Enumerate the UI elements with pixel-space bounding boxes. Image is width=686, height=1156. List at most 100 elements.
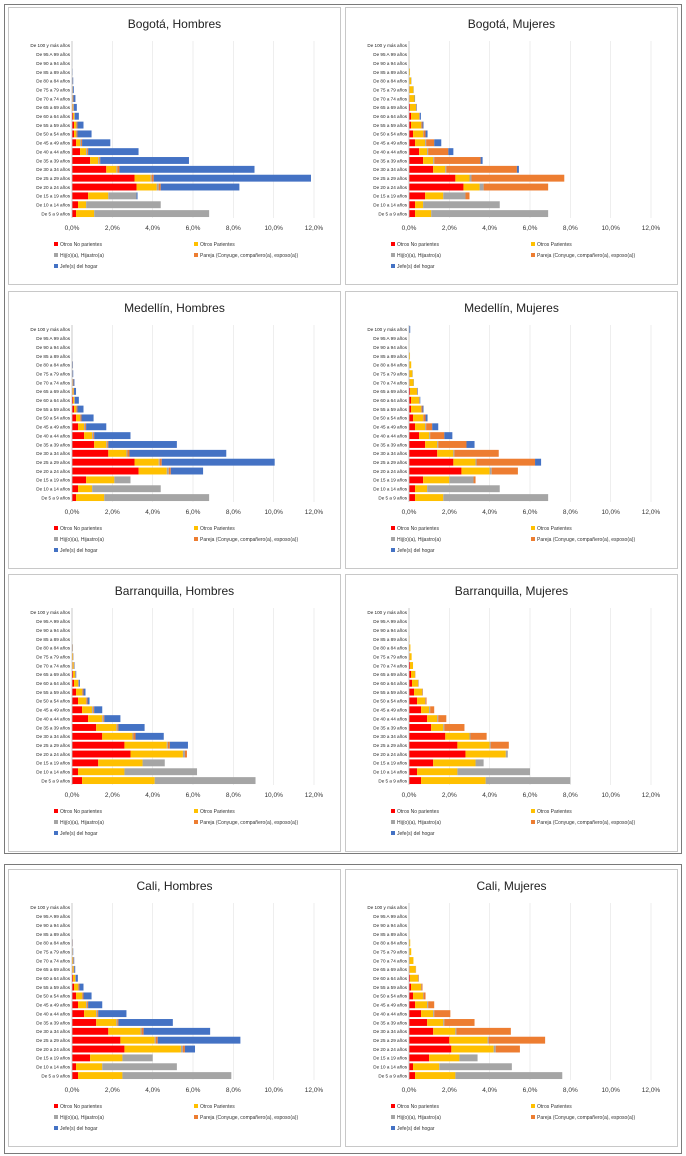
bar-segment (78, 485, 93, 493)
bar-segment (433, 1027, 456, 1035)
category-label: De 25 a 29 años (36, 743, 70, 748)
bar-segment (124, 768, 198, 776)
category-label: De 75 a 79 años (373, 949, 407, 954)
bar-segment (415, 201, 424, 209)
bar-segment (535, 458, 542, 466)
category-label: De 80 a 84 años (373, 941, 407, 946)
bar-segment (409, 414, 414, 422)
category-label: De 45 a 49 años (373, 708, 407, 713)
category-label: De 25 a 29 años (373, 743, 407, 748)
chart-svg-4: Barranquilla, Hombres 0,0% 2,0% 4,0% 6,0% 8,0… (30, 584, 323, 837)
category-label: De 95 A 99 años (373, 619, 407, 624)
bar-segment (409, 139, 416, 147)
category-label: De 45 a 49 años (373, 141, 407, 146)
legend-label: Hij(o)(a), Hijastro(a) (397, 537, 441, 543)
x-tick-label: 6,0% (186, 225, 201, 232)
legend-label: Hij(o)(a), Hijastro(a) (397, 820, 441, 826)
legend-label: Jefe(s) del hogar (397, 831, 435, 837)
bar-segment (74, 965, 76, 973)
x-tick-label: 10,0% (264, 1087, 283, 1094)
x-tick-label: 12,0% (642, 225, 661, 232)
bar-segment (429, 706, 431, 714)
bar-segment (87, 148, 89, 156)
bar-segment (76, 210, 95, 218)
bar-segment (85, 423, 87, 431)
x-tick-label: 12,0% (305, 225, 324, 232)
category-label: De 85 a 89 años (373, 637, 407, 642)
bar-segment (443, 192, 466, 200)
bar-segment (72, 148, 81, 156)
legend-label: Pareja (Conyuge, compañero(a), esposo(a)… (200, 537, 298, 543)
bar-segment (97, 1010, 99, 1018)
legend-label: Pareja (Conyuge, compañero(a), esposo(a)… (200, 1115, 298, 1121)
bar-segment (493, 1045, 496, 1053)
bar-segment (88, 1001, 103, 1009)
bar-segment (103, 715, 105, 723)
bar-segment (72, 759, 99, 767)
category-label: De 40 a 44 años (36, 433, 70, 438)
x-tick-label: 12,0% (642, 792, 661, 799)
chart-svg-0: Bogotá, Hombres 0,0% 2,0% 4,0% 6,0% 8,0% 10,0%… (30, 17, 324, 270)
bar-segment (409, 370, 413, 378)
bar-segment (72, 387, 74, 395)
bar-segment (490, 741, 509, 749)
x-tick-label: 8,0% (563, 509, 578, 516)
category-label: De 30 a 34 años (373, 1029, 407, 1034)
bar-segment (409, 494, 416, 502)
bar-segment (86, 148, 88, 156)
category-label: De 100 y más años (30, 43, 70, 48)
bar-segment (72, 494, 77, 502)
bar-segment (77, 130, 92, 138)
legend-swatch (54, 526, 58, 530)
bar-segment (409, 1045, 452, 1053)
bar-segment (78, 1072, 123, 1080)
bar-segment (83, 688, 86, 696)
x-tick-label: 4,0% (145, 509, 160, 516)
x-tick-label: 6,0% (186, 509, 201, 516)
bar-segment (410, 974, 419, 982)
category-label: De 80 a 84 años (36, 941, 70, 946)
bar-segment (409, 201, 416, 209)
bar-segment (72, 732, 103, 740)
legend-swatch (531, 820, 535, 824)
category-label: De 90 a 94 años (373, 61, 407, 66)
bar-segment (143, 1027, 211, 1035)
bar-segment (487, 1036, 489, 1044)
bar-segment (168, 467, 171, 475)
bar-segment (74, 387, 77, 395)
bar-segment (428, 148, 449, 156)
legend-label: Hij(o)(a), Hijastro(a) (60, 820, 104, 826)
bar-segment (421, 777, 486, 785)
bar-segment (182, 1045, 185, 1053)
bar-segment (409, 476, 424, 484)
legend-swatch (531, 809, 535, 813)
legend-swatch (54, 548, 58, 552)
category-label: De 25 a 29 años (36, 1038, 70, 1043)
x-tick-label: 2,0% (105, 225, 120, 232)
bar-segment (433, 157, 435, 164)
x-tick-label: 8,0% (563, 792, 578, 799)
x-tick-label: 6,0% (523, 1087, 538, 1094)
bar-segment (413, 414, 424, 422)
bar-segment (138, 467, 167, 475)
category-label: De 25 a 29 años (36, 460, 70, 465)
legend-label: Otros No parientes (397, 1104, 439, 1110)
bar-segment (76, 130, 78, 138)
category-label: De 20 a 24 años (36, 185, 70, 190)
category-label: De 70 a 74 años (373, 663, 407, 668)
category-label: De 20 a 24 años (373, 469, 407, 474)
bar-segment (409, 387, 411, 395)
bar-segment (72, 974, 74, 982)
bar-segment (489, 741, 491, 749)
bar-segment (75, 974, 78, 982)
bar-segment (411, 405, 422, 413)
bar-segment (72, 1045, 125, 1053)
category-label: De 50 a 54 años (373, 416, 407, 421)
chart-title: Bogotá, Hombres (128, 17, 221, 31)
bar-segment (80, 148, 87, 156)
bar-segment (82, 992, 84, 1000)
bar-segment (72, 992, 77, 1000)
bar-segment (72, 741, 125, 749)
bar-segment (421, 706, 430, 714)
bar-segment (72, 768, 79, 776)
